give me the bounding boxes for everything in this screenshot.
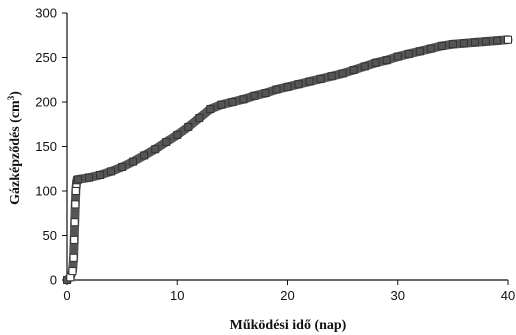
y-axis-title-end: ) [8, 91, 23, 96]
x-tick-label: 40 [501, 288, 515, 303]
data-point [283, 82, 292, 91]
y-axis-title-sup: 3 [6, 95, 16, 100]
data-point [404, 49, 413, 58]
y-tick-label: 50 [43, 228, 57, 243]
data-point [71, 187, 80, 195]
y-tick-label: 250 [35, 50, 57, 65]
data-point [107, 167, 116, 176]
data-point [195, 114, 204, 122]
y-axis-ticks: 0 50 100 150 200 250 300 [35, 6, 67, 288]
data-point [70, 218, 79, 227]
data-point [272, 85, 281, 94]
data-point [426, 44, 435, 53]
x-tick-label: 30 [391, 288, 405, 303]
data-point [217, 100, 226, 109]
data-point [294, 80, 303, 89]
plot-area [62, 35, 513, 285]
y-tick-label: 150 [35, 139, 57, 154]
data-point [504, 35, 512, 44]
data-point [448, 40, 457, 49]
y-axis-title: Gázképződés (cm3) [6, 91, 23, 205]
x-tick-label: 0 [63, 288, 70, 303]
data-point [74, 175, 82, 184]
data-point [151, 145, 160, 154]
data-point [481, 37, 490, 46]
y-tick-label: 100 [35, 184, 57, 199]
y-tick-label: 200 [35, 95, 57, 110]
data-point [349, 66, 358, 74]
data-point [162, 138, 171, 146]
data-point [360, 62, 369, 71]
data-point [173, 130, 182, 139]
data-point [68, 267, 77, 276]
data-point [69, 253, 78, 262]
data-point [140, 151, 149, 160]
data-point [70, 235, 79, 244]
data-point [393, 52, 402, 61]
data-point [184, 122, 193, 131]
data-point [437, 41, 446, 50]
data-point [71, 200, 80, 209]
data-point [338, 69, 347, 78]
data-point [239, 95, 248, 104]
y-tick-label: 0 [50, 273, 57, 288]
data-point [96, 171, 105, 179]
y-tick-label: 300 [35, 6, 57, 21]
data-point [250, 91, 259, 100]
x-axis-title: Működési idő (nap) [230, 318, 347, 333]
x-axis-ticks: 0 10 20 30 40 [63, 280, 515, 303]
data-point [327, 72, 336, 81]
data-point [261, 89, 270, 98]
x-tick-label: 10 [170, 288, 184, 303]
data-point [371, 58, 380, 67]
x-tick-label: 20 [280, 288, 294, 303]
data-point [305, 77, 314, 86]
data-point [470, 38, 479, 47]
data-point [118, 163, 127, 171]
data-point [129, 157, 138, 166]
data-point [85, 173, 93, 182]
data-point [493, 36, 501, 45]
data-point [206, 105, 215, 114]
data-point [228, 98, 237, 106]
data-point [415, 47, 424, 56]
data-point [316, 74, 325, 83]
y-axis-title-main: Gázképződés (cm [8, 100, 23, 205]
data-point [382, 56, 391, 65]
data-point [459, 39, 468, 48]
